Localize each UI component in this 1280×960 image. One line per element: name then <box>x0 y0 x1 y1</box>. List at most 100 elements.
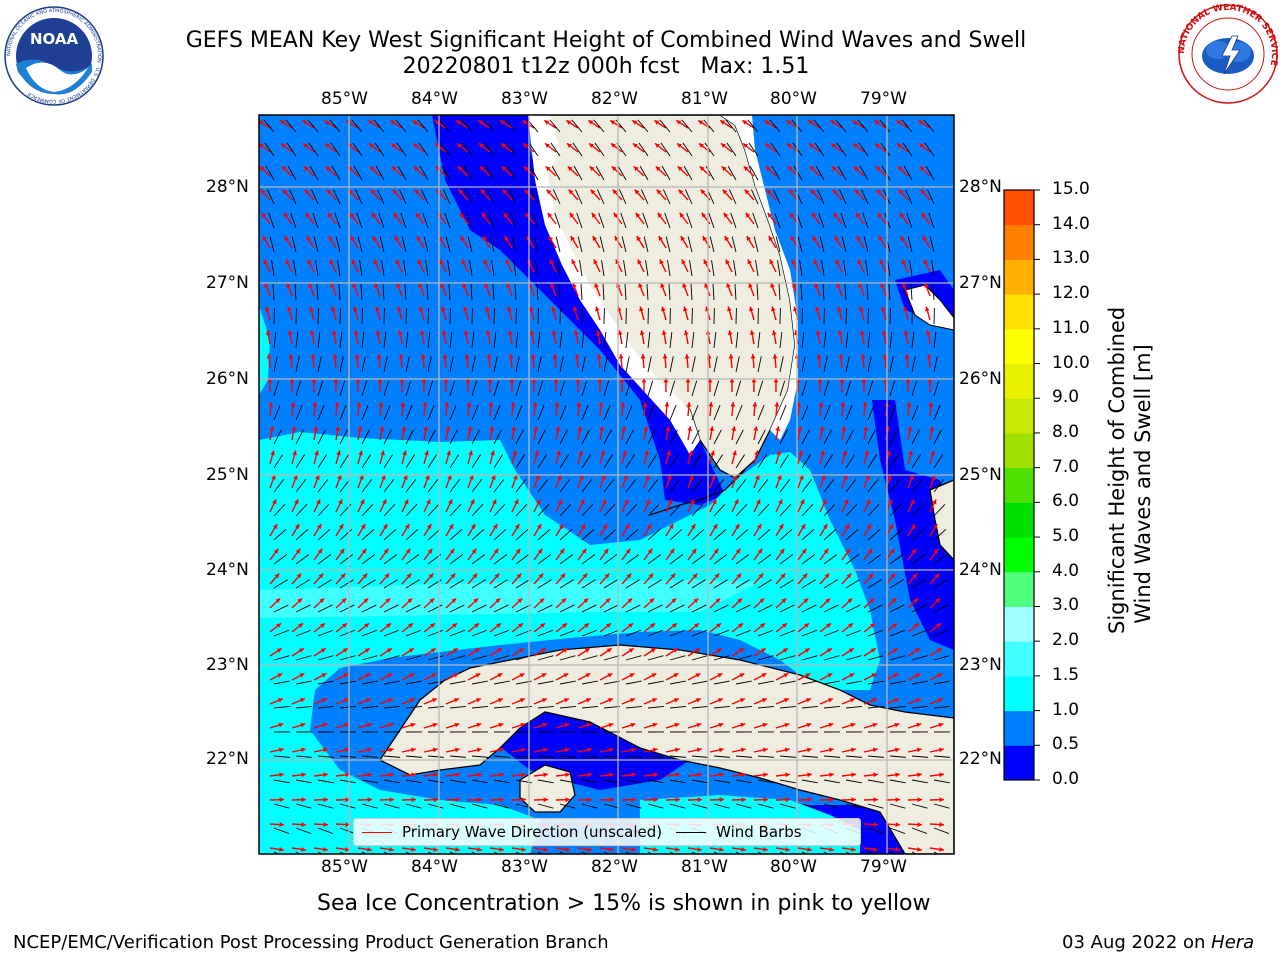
wave-arrowhead <box>874 120 880 125</box>
footer-host: Hera <box>1211 932 1255 953</box>
wind-barb <box>933 503 946 517</box>
wave-arrowhead <box>918 143 924 148</box>
colorbar-segment <box>1004 363 1034 399</box>
wind-barb <box>779 429 788 445</box>
wave-arrowhead <box>392 189 398 195</box>
colorbar-segment <box>1004 328 1034 365</box>
wave-arrowhead <box>624 524 630 529</box>
wind-barb <box>845 503 858 517</box>
wave-arrowhead <box>733 474 738 480</box>
wave-arrowhead <box>353 330 359 335</box>
wind-barb <box>867 680 884 685</box>
wave-arrowhead <box>827 673 833 678</box>
wind-barb <box>816 189 825 205</box>
wind-barb <box>691 503 704 517</box>
wave-arrowhead <box>338 499 343 505</box>
wave-arrowhead <box>926 354 932 359</box>
wave-arrowhead <box>776 450 781 456</box>
wave-arrowhead <box>543 772 548 778</box>
wave-arrowhead <box>745 212 751 218</box>
wind-barb <box>823 629 840 637</box>
wave-arrowhead <box>874 143 880 148</box>
wave-arrowhead <box>764 120 770 125</box>
wind-barb <box>485 165 495 181</box>
wave-arrowhead <box>301 772 306 778</box>
wind-barb <box>691 755 708 758</box>
wind-barb <box>772 189 781 205</box>
wave-arrowhead <box>772 354 778 359</box>
wave-arrowhead <box>342 648 348 653</box>
wind-barb <box>713 529 727 541</box>
wind-barb <box>621 236 627 253</box>
wind-barb <box>911 554 926 565</box>
wind-barb <box>933 454 944 469</box>
wind-barb <box>647 356 652 373</box>
wind-barb <box>269 236 275 253</box>
colorbar-tick-label: 6.0 <box>1052 491 1080 512</box>
colorbar-tick-label: 8.0 <box>1052 421 1080 442</box>
wind-barb <box>686 212 693 229</box>
wave-arrowhead <box>342 623 347 628</box>
wind-barb <box>295 604 311 613</box>
wind-barb <box>381 260 385 277</box>
wind-barb <box>889 454 900 469</box>
wave-arrowhead <box>570 236 576 242</box>
wind-barb <box>823 554 838 565</box>
wind-barb <box>395 119 407 133</box>
wind-barb <box>911 827 928 835</box>
wave-arrowhead <box>894 747 900 753</box>
wind-barb <box>669 429 678 445</box>
wave-arrowhead <box>688 450 693 456</box>
wave-arrowhead <box>319 598 325 604</box>
wave-arrowhead <box>536 499 541 505</box>
wave-arrowhead <box>932 499 937 505</box>
wave-arrowhead <box>399 378 405 383</box>
wave-arrowhead <box>834 236 840 242</box>
wave-arrowhead <box>809 166 815 172</box>
wind-barb <box>691 554 706 565</box>
wind-barb <box>735 332 739 349</box>
wave-arrowhead <box>470 499 475 505</box>
legend-item-wave-direction: Primary Wave Direction (unscaled) <box>362 823 662 841</box>
wind-barb <box>801 851 808 854</box>
wind-barb <box>537 579 552 589</box>
wave-arrowhead <box>751 378 757 383</box>
wave-arrowhead <box>396 282 401 288</box>
wind-barb <box>879 119 891 133</box>
wind-barb <box>845 604 861 613</box>
wave-arrowhead <box>767 212 773 218</box>
wave-arrowhead <box>550 282 555 288</box>
wind-barb <box>661 165 671 181</box>
wind-barb <box>418 142 429 157</box>
wave-arrowhead <box>535 474 540 480</box>
wave-arrowhead <box>898 189 904 195</box>
wave-arrowhead <box>584 623 589 628</box>
land-florida-edge <box>720 115 798 440</box>
wave-arrowhead <box>888 524 894 529</box>
wind-barb <box>624 284 627 301</box>
wave-arrowhead <box>804 623 809 628</box>
wind-barb <box>735 579 750 589</box>
wave-arrowhead <box>336 450 341 456</box>
wave-arrowhead <box>405 548 411 554</box>
wind-barb <box>361 332 365 349</box>
wave-arrowhead <box>871 698 877 703</box>
noaa-logo-text: NOAA <box>30 30 79 48</box>
wind-barb <box>515 604 531 613</box>
wave-arrowhead <box>887 474 892 480</box>
wave-arrowhead <box>683 306 688 312</box>
wind-barb <box>778 284 781 301</box>
wind-barb <box>845 554 860 565</box>
wind-barb <box>493 655 510 661</box>
wave-arrowhead <box>656 189 662 195</box>
lon-tick-bottom: 82°W <box>591 857 638 877</box>
wave-arrowhead <box>294 499 299 505</box>
wave-arrowhead <box>259 120 264 125</box>
wind-barb <box>581 755 598 758</box>
wave-arrowhead <box>358 450 363 456</box>
wave-arrowhead <box>716 623 721 628</box>
wind-barb <box>537 380 544 397</box>
wave-arrowhead <box>785 847 790 852</box>
wave-arrowhead <box>734 499 739 505</box>
wave-arrowhead <box>452 648 458 653</box>
